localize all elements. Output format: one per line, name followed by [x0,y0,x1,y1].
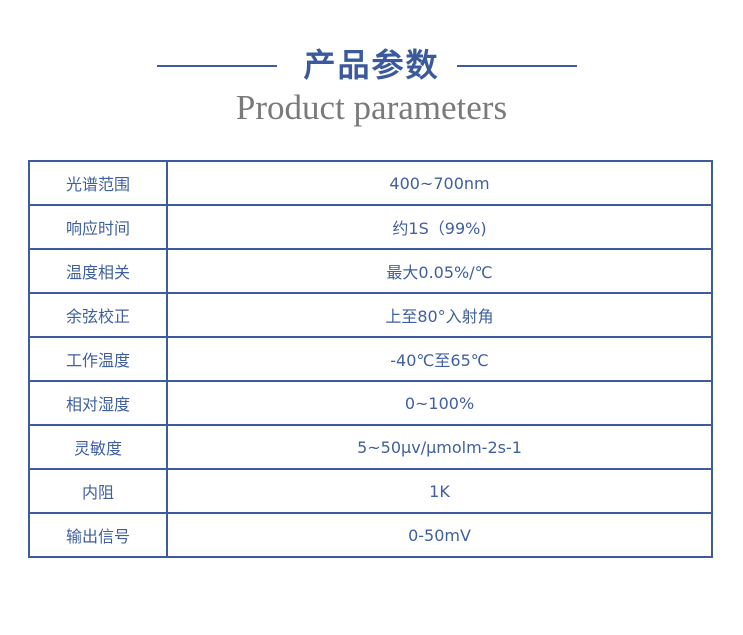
param-name: 光谱范围 [28,160,168,206]
param-name: 输出信号 [28,512,168,558]
table-row: 相对湿度 0~100% [28,380,713,426]
param-value: 5~50μv/μmolm-2s-1 [166,424,713,470]
parameters-table: 光谱范围 400~700nm 响应时间 约1S（99%) 温度相关 最大0.05%/℃ 余弦… [28,160,713,558]
table-row: 响应时间 约1S（99%) [28,204,713,250]
param-name: 余弦校正 [28,292,168,338]
title-divider-right [457,65,577,67]
param-value: 上至80°入射角 [166,292,713,338]
param-value: 0-50mV [166,512,713,558]
page-title: 产品参数 [303,46,440,84]
table-row: 温度相关 最大0.05%/℃ [28,248,713,294]
table-row: 工作温度 -40℃至65℃ [28,336,713,382]
title-divider-left [157,65,277,67]
param-name: 响应时间 [28,204,168,250]
table-row: 光谱范围 400~700nm [28,160,713,206]
param-name: 温度相关 [28,248,168,294]
param-name: 内阻 [28,468,168,514]
param-name: 相对湿度 [28,380,168,426]
param-value: 约1S（99%) [166,204,713,250]
param-value: 1K [166,468,713,514]
param-value: 400~700nm [166,160,713,206]
param-value: 最大0.05%/℃ [166,248,713,294]
page-subtitle: Product parameters [235,88,508,127]
table-row: 内阻 1K [28,468,713,514]
table-row: 余弦校正 上至80°入射角 [28,292,713,338]
param-value: 0~100% [166,380,713,426]
table-row: 输出信号 0-50mV [28,512,713,558]
param-name: 工作温度 [28,336,168,382]
param-value: -40℃至65℃ [166,336,713,382]
table-row: 灵敏度 5~50μv/μmolm-2s-1 [28,424,713,470]
param-name: 灵敏度 [28,424,168,470]
